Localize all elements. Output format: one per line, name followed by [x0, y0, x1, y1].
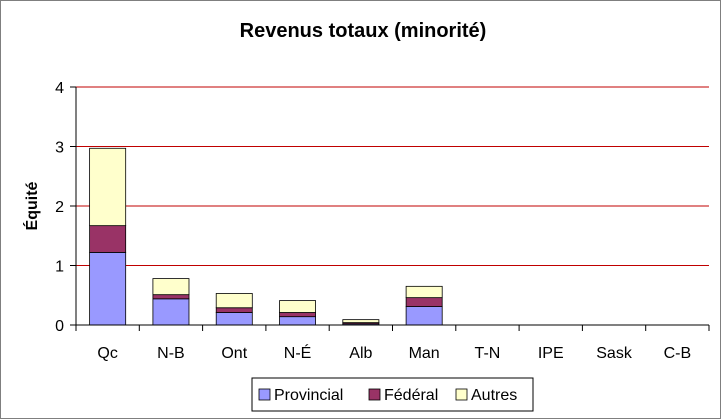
chart-title: Revenus totaux (minorité)	[240, 20, 487, 42]
bar-segment	[279, 316, 316, 326]
grid-layer	[76, 86, 709, 266]
bar-segment	[152, 278, 190, 296]
x-tick-label: N-B	[157, 345, 185, 362]
bar-segment	[279, 300, 316, 313]
x-tick-label: C-B	[664, 345, 692, 362]
y-tick-label: 4	[55, 80, 64, 97]
x-tick-label: Ont	[221, 345, 247, 362]
x-tick-label: Qc	[97, 345, 117, 362]
bar-segment	[152, 298, 190, 326]
x-tick-label: N-É	[284, 343, 312, 362]
legend-box	[251, 377, 534, 412]
bar-segment	[215, 307, 253, 313]
x-tick-label: Sask	[596, 345, 633, 362]
legend: Provincial Fédéral Autres	[251, 377, 534, 412]
y-axis-label: Équité	[22, 181, 41, 230]
bars-layer	[89, 147, 443, 326]
axis-layer: 0 1 2 3 4 Qc N-B Ont N-É Alb Man T-N IPE Sask C-B	[55, 80, 710, 362]
y-tick-label: 2	[55, 199, 64, 216]
legend-label: Autres	[471, 387, 517, 404]
bar-segment	[89, 147, 127, 227]
y-tick-label: 1	[55, 259, 64, 276]
x-tick-label: Man	[409, 345, 440, 362]
legend-swatch	[258, 388, 271, 401]
bar-segment	[152, 294, 190, 300]
bar-segment	[342, 319, 380, 324]
y-tick-label: 3	[55, 140, 64, 157]
bar-segment	[405, 306, 443, 326]
bar-segment	[405, 297, 443, 307]
bar-segment	[279, 312, 316, 318]
x-tick-label: IPE	[538, 345, 564, 362]
bar-segment	[405, 285, 443, 299]
x-tick-label: Alb	[349, 345, 372, 362]
legend-label: Provincial	[274, 387, 343, 404]
bar-segment	[89, 252, 127, 326]
x-tick-label: T-N	[475, 345, 501, 362]
legend-label: Fédéral	[384, 387, 438, 404]
legend-swatch	[455, 388, 468, 401]
y-tick-label: 0	[55, 318, 64, 335]
bar-segment	[215, 293, 253, 309]
legend-swatch	[368, 388, 381, 401]
bar-segment	[215, 312, 253, 326]
bar-segment	[89, 225, 127, 253]
